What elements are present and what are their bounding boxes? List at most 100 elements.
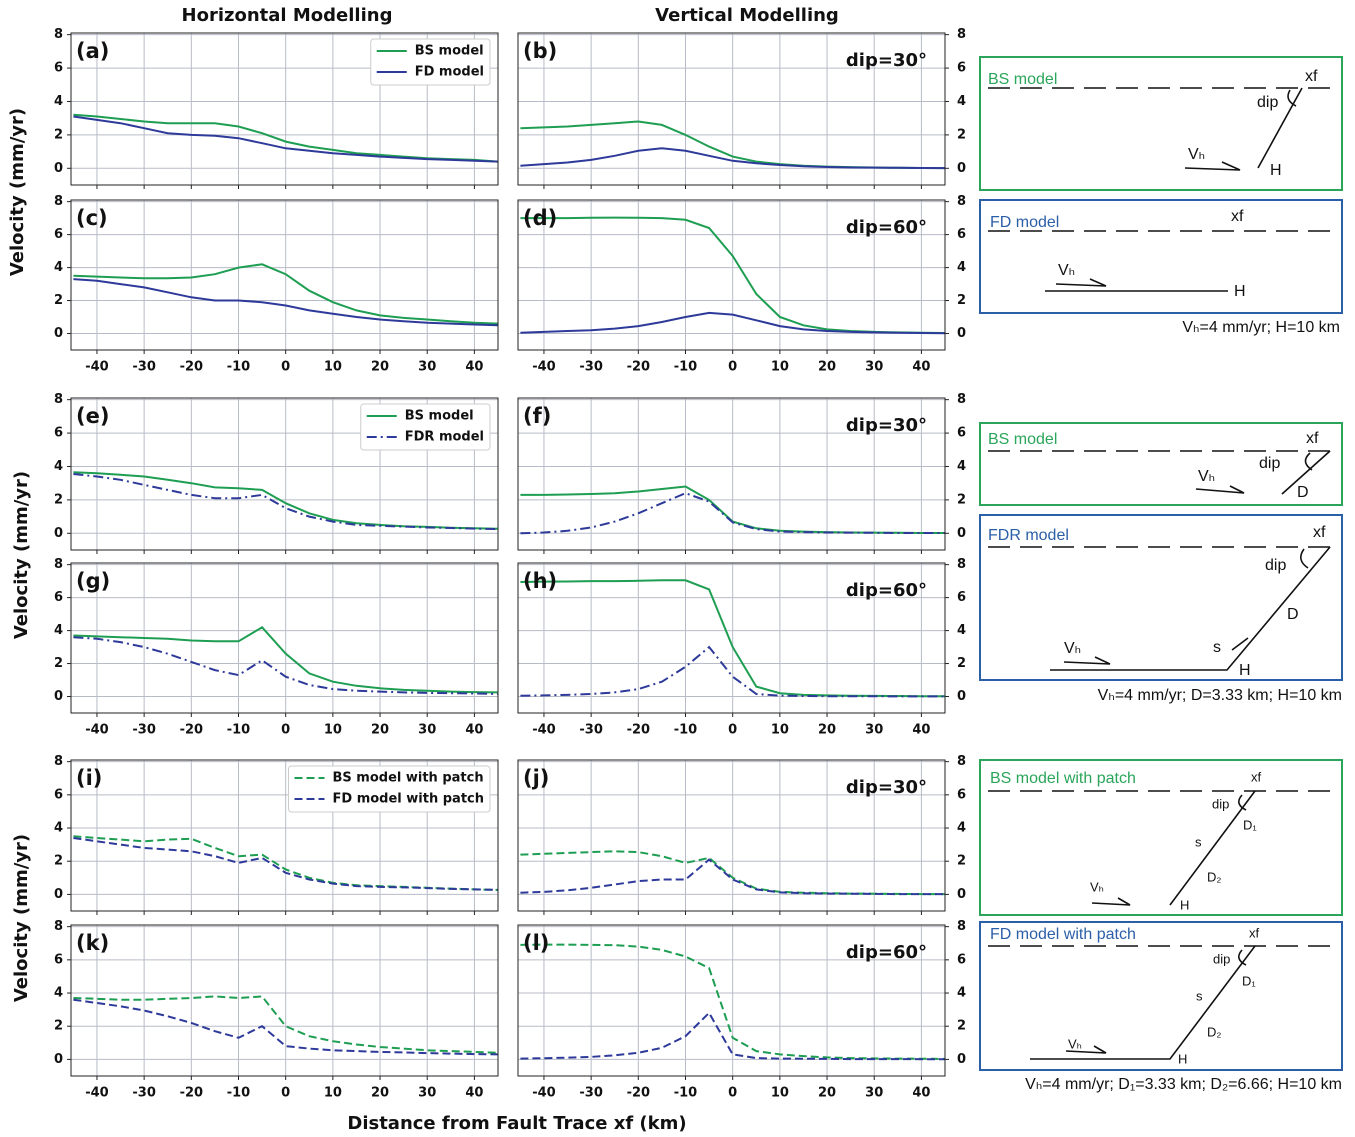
diagram-text: Vₕ: [1058, 262, 1075, 279]
diagram-text: xf: [1249, 925, 1260, 940]
diagram-text: D₂: [1207, 869, 1221, 884]
x-tick-label: 20: [371, 723, 389, 738]
plot-frame: [517, 562, 946, 714]
y-tick-label: 0: [957, 526, 966, 541]
y-tick-label: 0: [54, 326, 63, 341]
diagram-text: Vₕ: [1198, 468, 1215, 485]
panel: -40 -30 -20 -10 0 10 20 30 40 0 2 4 6 8 (k): [54, 919, 499, 1101]
diagram-text: xf: [1231, 208, 1244, 225]
diagram-text: xf: [1305, 68, 1318, 85]
angle: [1238, 949, 1247, 966]
panel: -40 -30 -20 -10 0 10 20 30 40 0 2 4 6 8 (d) dip=60°: [517, 194, 966, 375]
x-tick-label: -40: [532, 1086, 556, 1101]
diagram-text: xf: [1313, 524, 1326, 541]
x-tick-label: -40: [85, 360, 109, 375]
diagram-text: Vₕ: [1090, 879, 1104, 894]
x-tick-label: 0: [281, 1086, 290, 1101]
data-line: [520, 492, 945, 535]
diagram: BS model xf dip Vₕ D: [979, 422, 1343, 506]
panel: 0 2 4 6 8 (e) BS model FDR model: [54, 392, 499, 554]
y-tick-label: 4: [54, 986, 63, 1001]
x-tick-label: -40: [532, 360, 556, 375]
y-tick-label: 8: [957, 919, 966, 934]
panel-label: (k): [76, 931, 109, 955]
legend: BS model with patch FD model with patch: [288, 765, 491, 813]
arrow: [1063, 656, 1111, 665]
x-tick-label: 20: [818, 1086, 836, 1101]
y-tick-label: 0: [54, 689, 63, 704]
plot-frame: [70, 199, 499, 351]
legend-label: BS model: [405, 409, 474, 424]
panel-label: (j): [523, 766, 549, 790]
x-axis-label: Distance from Fault Trace xf (km): [347, 1113, 686, 1134]
diagram-text: H: [1178, 1051, 1187, 1066]
panel: 0 2 4 6 8 (i) BS model with patch FD model with…: [54, 754, 499, 915]
x-tick-label: 10: [771, 723, 789, 738]
diagram: BS model with patch xf dip D₁ s D₂ Vₕ H: [979, 759, 1343, 916]
y-tick-label: 4: [957, 623, 966, 638]
x-tick-label: 10: [771, 1086, 789, 1101]
y-tick-label: 4: [54, 459, 63, 474]
diagram-text: D₂: [1207, 1024, 1221, 1039]
y-tick-label: 4: [54, 260, 63, 275]
x-tick-label: 40: [912, 723, 930, 738]
data-line: [73, 636, 499, 695]
diagram-text: s: [1196, 988, 1203, 1003]
panel: 0 2 4 6 8 (f) dip=30°: [517, 392, 966, 554]
diagram-box: [979, 199, 1343, 314]
diagram-box: [979, 921, 1343, 1071]
x-tick-label: 40: [912, 360, 930, 375]
diagram-box: [979, 514, 1343, 681]
x-tick-label: 20: [371, 360, 389, 375]
diagram-text: H: [1239, 662, 1251, 679]
y-tick-label: 4: [54, 623, 63, 638]
arrow: [1091, 897, 1131, 906]
column-title: Horizontal Modelling: [182, 5, 393, 26]
arrow: [1195, 485, 1245, 494]
y-tick-label: 6: [54, 227, 63, 242]
panel-label: (d): [523, 206, 557, 230]
angle: [1300, 548, 1309, 569]
x-tick-label: 30: [418, 723, 436, 738]
y-tick-label: 0: [957, 1052, 966, 1067]
y-tick-label: 6: [957, 590, 966, 605]
x-tick-label: -30: [132, 723, 156, 738]
fault: [1169, 790, 1256, 906]
y-tick-label: 4: [54, 94, 63, 109]
x-tick-label: 40: [465, 1086, 483, 1101]
y-tick-label: 6: [54, 426, 63, 441]
x-tick-label: -20: [627, 1086, 651, 1101]
data-line: [73, 278, 499, 327]
plot-frame: [517, 32, 946, 186]
y-tick-label: 2: [54, 492, 63, 507]
y-tick-label: 0: [54, 1052, 63, 1067]
diagram-box: [979, 759, 1343, 916]
y-tick-label: 6: [54, 787, 63, 802]
y-tick-label: 0: [54, 526, 63, 541]
diagram-text: D₁: [1242, 973, 1256, 988]
plot-frame: [70, 562, 499, 714]
y-tick-label: 6: [957, 227, 966, 242]
x-tick-label: 20: [371, 1086, 389, 1101]
y-axis-label: Velocity (mm/yr): [11, 471, 32, 639]
x-tick-label: 0: [281, 723, 290, 738]
data-line: [73, 473, 499, 531]
panel: -40 -30 -20 -10 0 10 20 30 40 0 2 4 6 8 (h) dip=60°: [517, 557, 966, 738]
diagram-text: xf: [1251, 769, 1262, 784]
y-tick-label: 8: [54, 392, 63, 407]
plot-frame: [517, 199, 946, 351]
y-tick-label: 2: [957, 656, 966, 671]
x-tick-label: 30: [865, 1086, 883, 1101]
data-line: [520, 850, 945, 896]
x-tick-label: -20: [180, 1086, 204, 1101]
x-tick-label: 0: [728, 1086, 737, 1101]
panel-label: (f): [523, 404, 551, 428]
x-tick-label: -30: [579, 723, 603, 738]
diagram-text: xf: [1306, 430, 1319, 447]
x-tick-label: 10: [324, 360, 342, 375]
diagram-text: dip: [1213, 951, 1230, 966]
y-tick-label: 0: [957, 326, 966, 341]
diagram-text: Vₕ: [1188, 146, 1205, 163]
x-tick-label: -10: [674, 723, 698, 738]
legend-label: FD model with patch: [333, 792, 485, 807]
